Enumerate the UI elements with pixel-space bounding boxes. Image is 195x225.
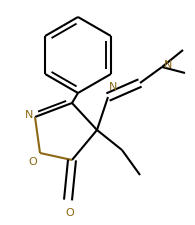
Text: O: O [66,208,74,218]
Text: O: O [28,157,37,167]
Text: N: N [109,82,117,92]
Text: N: N [164,60,172,70]
Text: N: N [25,110,33,120]
